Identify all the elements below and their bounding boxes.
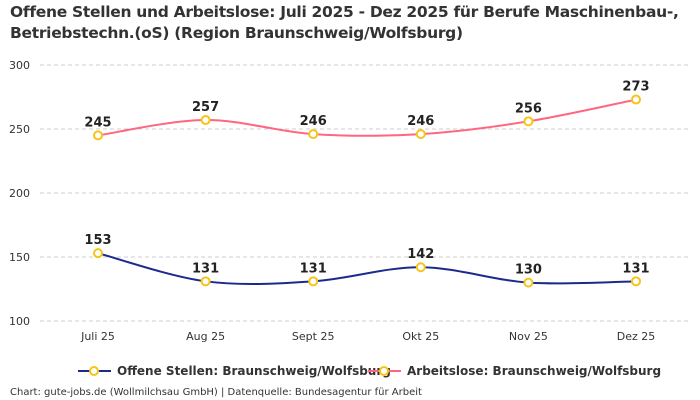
x-tick-label: Juli 25 xyxy=(80,330,115,343)
data-label: 131 xyxy=(300,261,327,276)
chart-title: Offene Stellen und Arbeitslose: Juli 202… xyxy=(10,3,679,42)
data-point xyxy=(200,276,211,287)
x-tick-label: Aug 25 xyxy=(186,330,225,343)
data-label: 273 xyxy=(622,80,649,95)
data-label: 256 xyxy=(515,101,542,116)
y-tick-label: 250 xyxy=(9,123,30,136)
x-tick-label: Okt 25 xyxy=(402,330,439,343)
data-label: 153 xyxy=(84,233,111,248)
data-point xyxy=(415,262,426,273)
x-tick-label: Sept 25 xyxy=(292,330,335,343)
legend-marker xyxy=(89,366,99,376)
data-point xyxy=(631,94,641,105)
y-tick-label: 300 xyxy=(9,59,30,72)
y-tick-label: 150 xyxy=(9,251,30,264)
data-label: 257 xyxy=(192,100,219,115)
data-label: 246 xyxy=(300,114,327,129)
data-point xyxy=(308,129,319,140)
legend-marker xyxy=(379,366,389,376)
data-label: 130 xyxy=(515,263,542,278)
chart-source: Chart: gute-jobs.de (Wollmilchsau GmbH) … xyxy=(10,387,422,398)
series-line xyxy=(97,98,637,137)
data-point xyxy=(523,277,534,288)
data-label: 131 xyxy=(192,261,219,276)
y-tick-label: 100 xyxy=(9,315,30,328)
series-line xyxy=(97,252,637,286)
data-point xyxy=(631,276,641,287)
data-point xyxy=(200,115,211,126)
x-tick-label: Nov 25 xyxy=(509,330,548,343)
y-tick-label: 200 xyxy=(9,187,30,200)
legend-label: Offene Stellen: Braunschweig/Wolfsburg xyxy=(117,364,391,378)
data-label: 246 xyxy=(407,114,434,129)
data-label: 245 xyxy=(84,115,111,130)
x-tick-label: Dez 25 xyxy=(617,330,656,343)
data-point xyxy=(523,116,534,127)
data-point xyxy=(308,276,319,287)
data-point xyxy=(93,248,103,259)
data-label: 131 xyxy=(622,261,649,276)
data-point xyxy=(415,129,426,140)
legend-label: Arbeitslose: Braunschweig/Wolfsburg xyxy=(407,364,661,378)
data-point xyxy=(93,130,103,141)
data-label: 142 xyxy=(407,247,434,262)
